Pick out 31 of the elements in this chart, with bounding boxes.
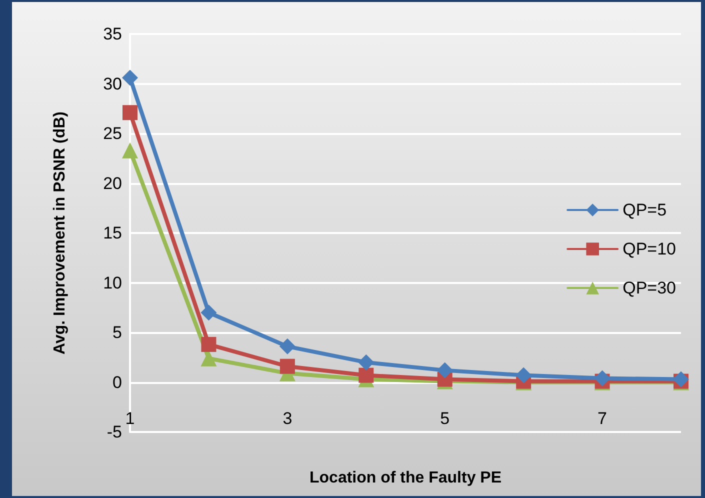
- y-axis-title: Avg. Improvement in PSNR (dB): [52, 112, 68, 354]
- x-tick-label: 1: [125, 409, 135, 428]
- point: [594, 370, 610, 386]
- legend-label: QP=30: [622, 278, 676, 298]
- point: [358, 368, 374, 383]
- x-tick-label: 3: [282, 409, 292, 428]
- y-tick-label: 30: [103, 74, 122, 94]
- point: [436, 362, 453, 378]
- y-tick-label: 25: [103, 124, 122, 143]
- point: [122, 70, 138, 86]
- point: [201, 336, 216, 352]
- y-tick-label: 35: [103, 24, 122, 44]
- point: [122, 142, 138, 158]
- point: [358, 354, 374, 370]
- point: [280, 358, 295, 374]
- legend-label: QP=10: [622, 240, 676, 258]
- y-tick-label: 10: [103, 273, 122, 292]
- y-tick-label: 15: [103, 224, 122, 242]
- point: [200, 304, 217, 321]
- y-tick-label: 20: [103, 174, 122, 193]
- x-tick-label: 5: [440, 409, 450, 428]
- x-tick-label: 7: [598, 409, 608, 428]
- point: [516, 367, 532, 384]
- x-axis-title: Location of the Faulty PE: [309, 470, 502, 486]
- point: [200, 350, 217, 366]
- y-tick-label: -5: [106, 422, 122, 442]
- y-tick-label: 0: [112, 372, 122, 392]
- y-tick-label: 5: [112, 323, 122, 342]
- point: [279, 338, 296, 354]
- point: [122, 105, 138, 120]
- legend-label: QP=5: [622, 200, 667, 220]
